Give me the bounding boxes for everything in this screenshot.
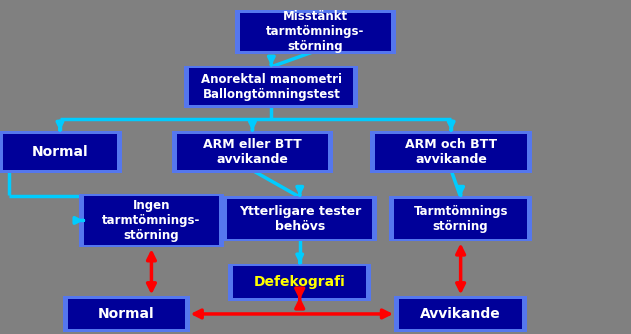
FancyBboxPatch shape bbox=[240, 13, 391, 51]
FancyBboxPatch shape bbox=[3, 134, 117, 170]
FancyBboxPatch shape bbox=[172, 131, 333, 173]
FancyBboxPatch shape bbox=[78, 194, 225, 247]
FancyBboxPatch shape bbox=[189, 68, 353, 105]
Text: Avvikande: Avvikande bbox=[420, 307, 501, 321]
FancyBboxPatch shape bbox=[177, 134, 328, 170]
Text: Normal: Normal bbox=[32, 145, 88, 159]
FancyBboxPatch shape bbox=[0, 131, 122, 173]
FancyBboxPatch shape bbox=[394, 199, 527, 239]
FancyBboxPatch shape bbox=[233, 267, 366, 298]
FancyBboxPatch shape bbox=[235, 10, 396, 54]
FancyBboxPatch shape bbox=[63, 296, 189, 332]
Text: Defekografi: Defekografi bbox=[254, 275, 346, 289]
FancyBboxPatch shape bbox=[389, 196, 532, 241]
FancyBboxPatch shape bbox=[68, 299, 184, 329]
Text: ARM eller BTT
avvikande: ARM eller BTT avvikande bbox=[203, 138, 302, 166]
FancyBboxPatch shape bbox=[227, 199, 372, 239]
Text: Ytterligare tester
behövs: Ytterligare tester behövs bbox=[239, 205, 361, 233]
FancyBboxPatch shape bbox=[222, 196, 377, 241]
FancyBboxPatch shape bbox=[399, 299, 522, 329]
FancyBboxPatch shape bbox=[83, 196, 220, 244]
Text: Normal: Normal bbox=[98, 307, 155, 321]
Text: Anorektal manometri
Ballongtömningstest: Anorektal manometri Ballongtömningstest bbox=[201, 73, 342, 101]
Text: ARM och BTT
avvikande: ARM och BTT avvikande bbox=[405, 138, 497, 166]
FancyBboxPatch shape bbox=[375, 134, 527, 170]
FancyBboxPatch shape bbox=[370, 131, 532, 173]
FancyBboxPatch shape bbox=[184, 66, 358, 108]
Text: Ingen
tarmtömnings-
störning: Ingen tarmtömnings- störning bbox=[102, 199, 201, 242]
FancyBboxPatch shape bbox=[394, 296, 527, 332]
Text: Misstänkt
tarmtömnings-
störning: Misstänkt tarmtömnings- störning bbox=[266, 10, 365, 53]
FancyBboxPatch shape bbox=[228, 264, 371, 301]
Text: Tarmtömnings
störning: Tarmtömnings störning bbox=[413, 205, 508, 233]
